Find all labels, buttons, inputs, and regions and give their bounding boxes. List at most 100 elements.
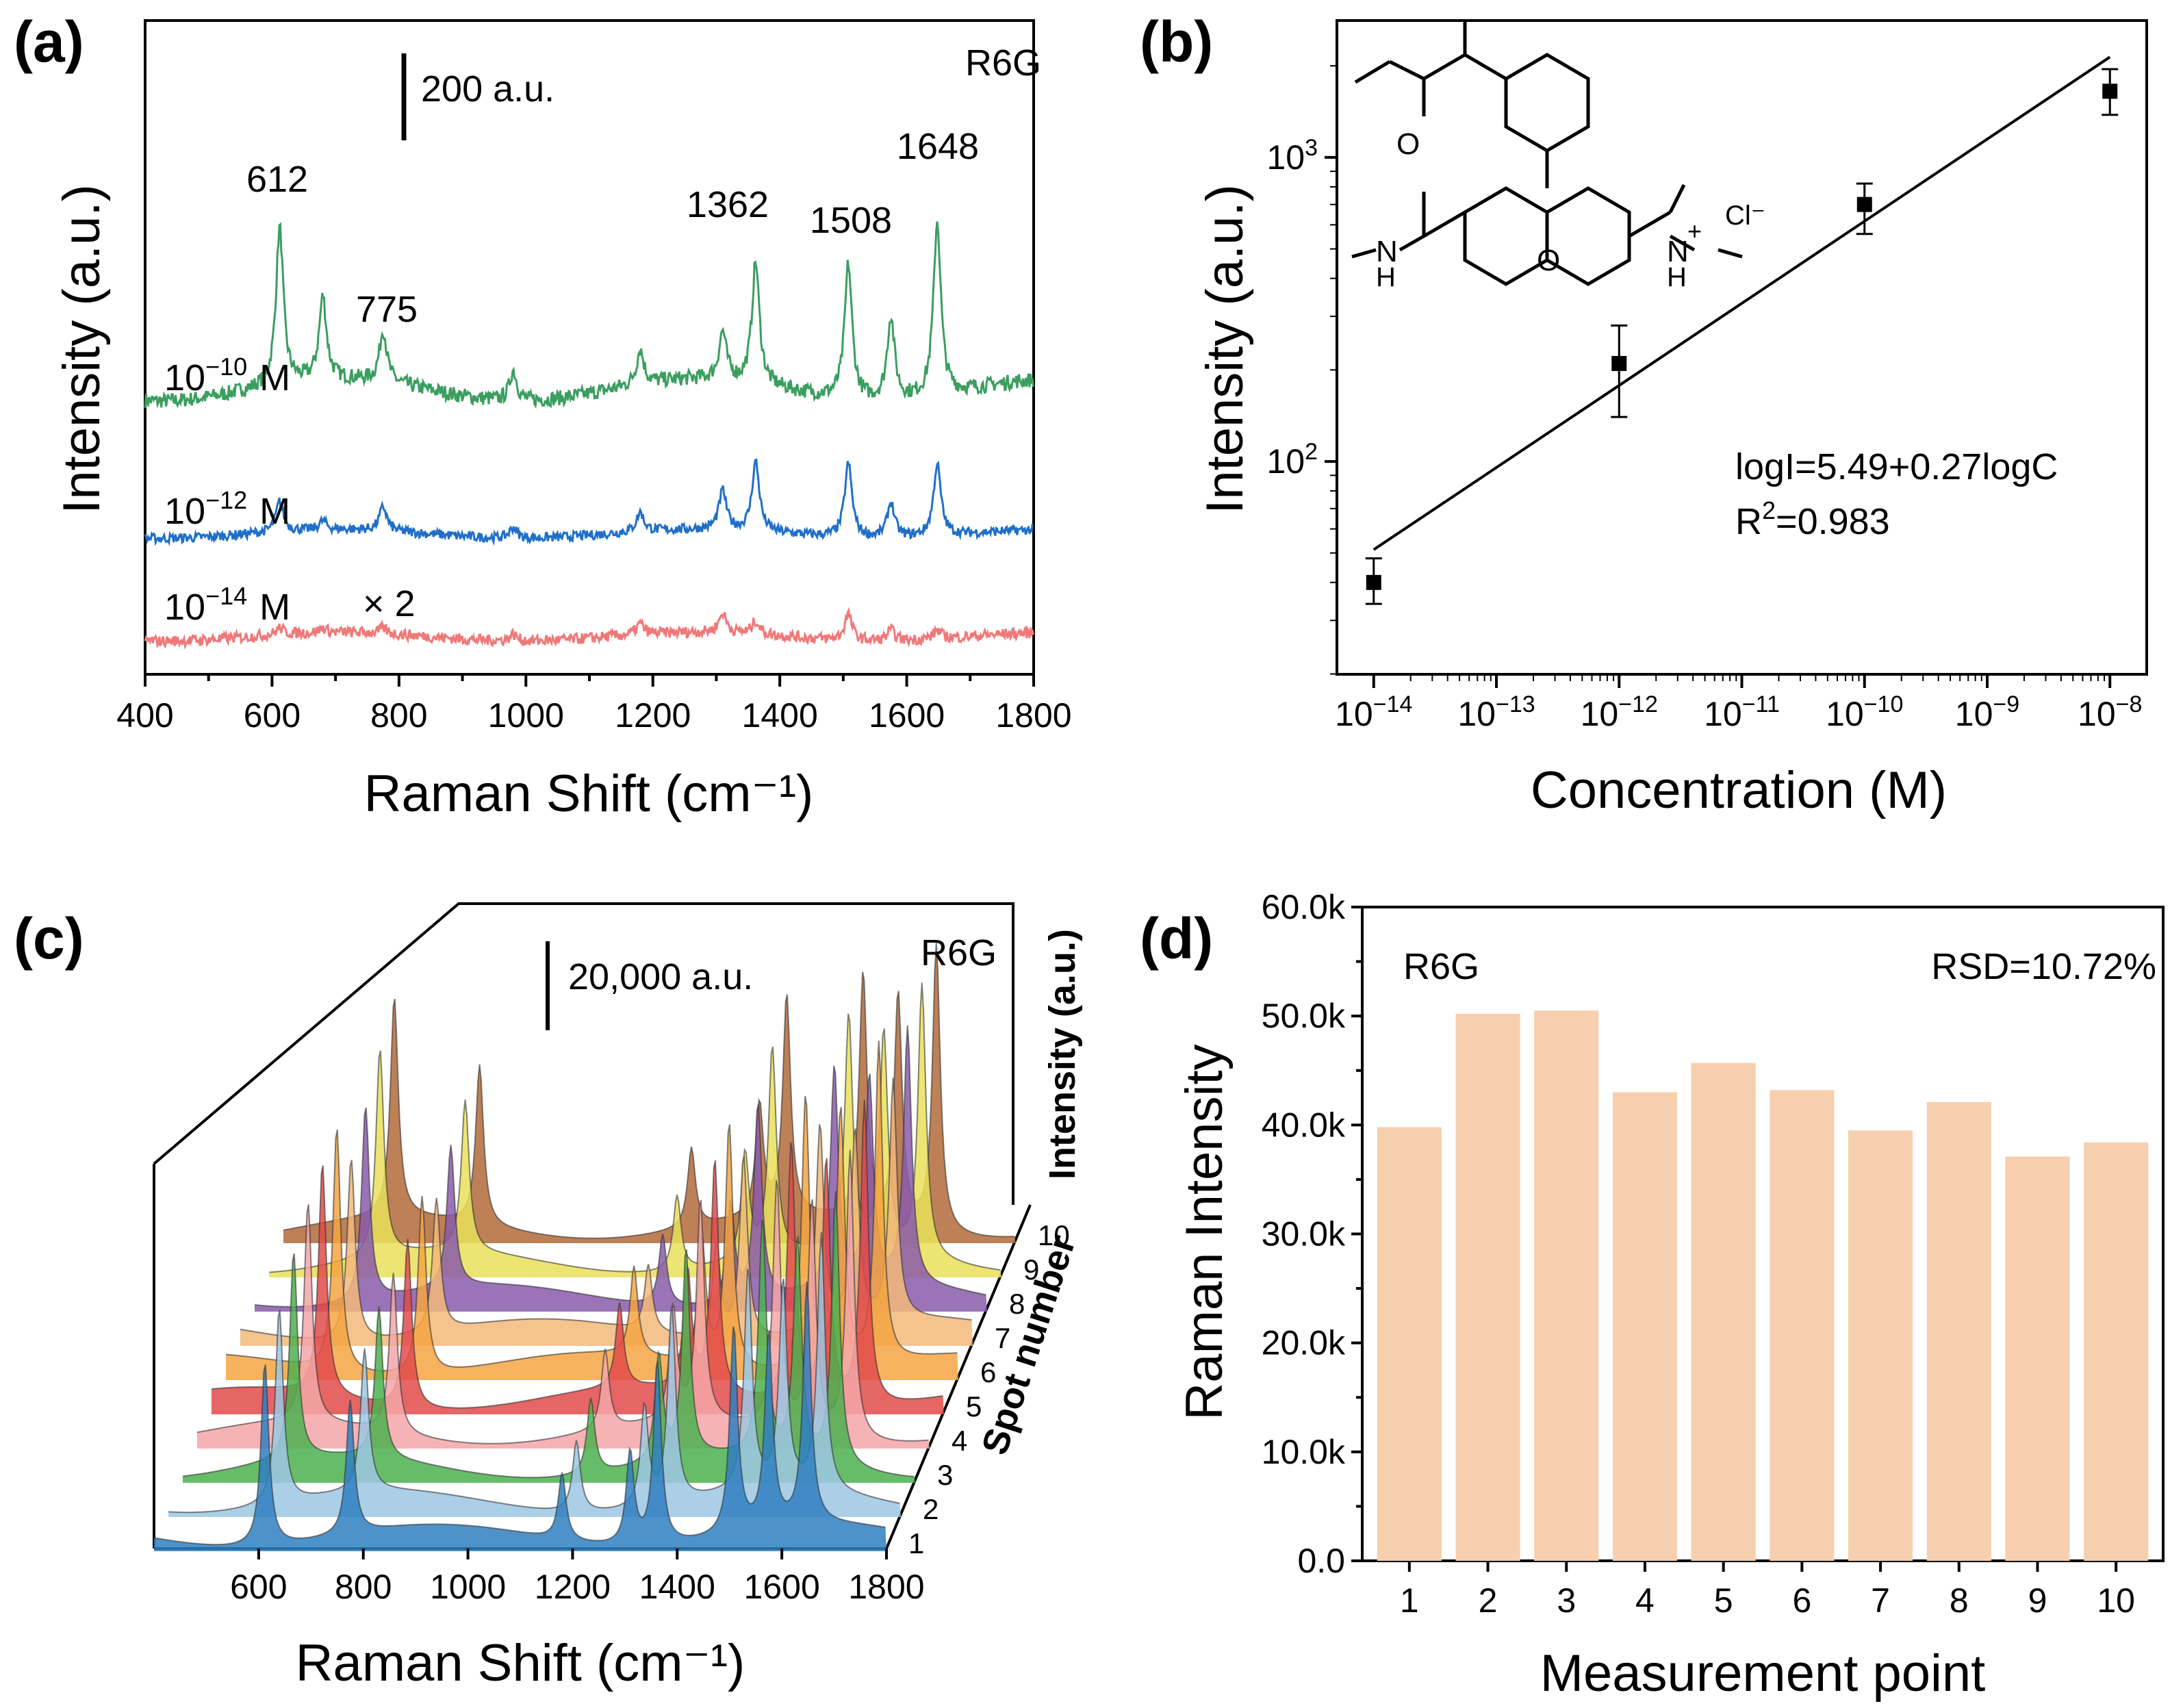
panel-b-ylabel: Intensity (a.u.) [1196, 184, 1254, 514]
molecule-bond [1399, 234, 1425, 252]
series-label-1e-12: 10−12 M [164, 486, 290, 532]
spectrum-fill-spot-6 [226, 1041, 958, 1380]
spectrum-fill-spot-4 [197, 1149, 930, 1449]
x-tick-label: 4 [1635, 1581, 1655, 1620]
bar-point-8 [1926, 1101, 1991, 1561]
bar-point-4 [1612, 1092, 1677, 1561]
molecule-bond [1354, 60, 1391, 84]
spectrum-fill-spot-7 [240, 1078, 973, 1346]
spectrum-fill-spot-1 [154, 1282, 886, 1551]
x-tick-label: 1600 [744, 1568, 820, 1606]
x-tick-label: 800 [370, 696, 427, 735]
molecule-bond [1422, 210, 1466, 238]
y-tick-label: 102 [1266, 439, 1318, 481]
panel-c-scale-bar-label: 20,000 a.u. [568, 956, 753, 997]
spectrum-fill-spot-3 [183, 1190, 915, 1483]
panel-c-back-frame [153, 902, 1014, 1205]
spot-tick-label: 4 [952, 1425, 967, 1457]
bar-point-9 [2005, 1156, 2070, 1561]
spectrum-1e-10 [144, 221, 1034, 409]
y-tick-label: 30.0k [1262, 1215, 1346, 1253]
bar-point-6 [1770, 1090, 1835, 1561]
panel-d: 1 2 3 4 5 6 7 8 9 10 0.0 10.0k 20.0k 30.0k 40.0k 50.0k 6… [1175, 888, 2165, 1703]
x-tick-label: 2 [1479, 1581, 1498, 1620]
panel-c-title: R6G [921, 932, 997, 973]
molecule-bond [1388, 60, 1425, 81]
peak-label-1362: 1362 [687, 184, 769, 225]
spectrum-line-spot-1 [153, 1282, 886, 1546]
spectrum-1e-12 [144, 458, 1034, 546]
molecule-bond [1628, 210, 1672, 238]
x-tick-label: 7 [1871, 1581, 1890, 1620]
panel-letter-a: (a) [14, 10, 84, 74]
x-tick-label: 10 [2097, 1581, 2135, 1620]
bar-point-5 [1691, 1062, 1756, 1561]
x-tick-label: 800 [335, 1568, 392, 1606]
molecule-atom-h-left: H [1376, 262, 1396, 292]
y-tick-label: 10.0k [1262, 1433, 1346, 1471]
molecule-atom-h-right: H [1667, 262, 1687, 292]
spectrum-fill-spot-9 [269, 982, 1001, 1277]
spot-tick-label: 2 [923, 1493, 939, 1525]
panel-b-xlabel: Concentration (M) [1531, 761, 1947, 819]
spot-tick-label: 9 [1023, 1253, 1039, 1286]
spot-tick-label: 6 [980, 1356, 996, 1388]
molecule-atom-o: O [1537, 244, 1560, 277]
panel-d-title: R6G [1403, 946, 1479, 987]
x-tick-label: 600 [230, 1568, 287, 1606]
data-point [1611, 355, 1627, 371]
spot-tick-label: 8 [1009, 1288, 1025, 1320]
x-tick-label: 10−8 [2078, 691, 2142, 733]
x-tick-label: 1400 [742, 696, 818, 735]
panel-c-zlabel: Intensity (a.u.) [1042, 929, 1083, 1180]
panel-c-xlabel: Raman Shift (cm⁻¹) [296, 1634, 745, 1692]
panel-d-xlabel: Measurement point [1540, 1644, 1986, 1703]
molecule-bond [1668, 183, 1686, 214]
molecule-charge: + [1687, 217, 1702, 245]
peak-label-775: 775 [356, 289, 418, 330]
molecule-atom-n-left: N [1376, 235, 1398, 268]
molecule-structure [1351, 21, 1743, 286]
bar-point-1 [1377, 1127, 1442, 1561]
spot-tick-label: 10 [1038, 1219, 1070, 1251]
x-tick-label: 400 [116, 696, 173, 735]
spectrum-1e-14 [144, 607, 1034, 650]
spectrum-fill-spot-8 [255, 1025, 987, 1312]
x-tick-label: 10−11 [1704, 691, 1780, 733]
spectrum-fill-spot-10 [283, 942, 1016, 1243]
x-tick-label: 1000 [430, 1568, 506, 1606]
data-point [2102, 84, 2118, 99]
panel-a-scale-bar-label: 200 a.u. [421, 68, 554, 110]
panel-letter-d: (d) [1140, 906, 1213, 971]
peak-label-612: 612 [246, 159, 308, 200]
data-point [1856, 196, 1872, 212]
peak-label-1648: 1648 [897, 126, 979, 167]
molecule-left-ring [1463, 186, 1549, 286]
spot-tick-label: 7 [995, 1322, 1010, 1354]
y-tick-label: 40.0k [1262, 1106, 1346, 1144]
panel-b-frame [1336, 19, 2148, 676]
x-tick-label: 1600 [869, 696, 945, 735]
x-tick-label: 1 [1400, 1581, 1419, 1620]
spectrum-line-spot-3 [182, 1190, 915, 1479]
panel-a-ylabel: Intensity (a.u.) [53, 184, 111, 514]
x-tick-label: 10−10 [1826, 691, 1903, 733]
x-tick-label: 3 [1557, 1581, 1576, 1620]
x-tick-label: 8 [1950, 1581, 1969, 1620]
molecule-bond [1351, 248, 1377, 259]
bar-point-2 [1455, 1013, 1520, 1561]
series-label-1e-10: 10−10 M [164, 353, 290, 398]
y-tick-label: 20.0k [1262, 1324, 1346, 1362]
x-tick-label: 5 [1714, 1581, 1733, 1620]
x-tick-label: 1200 [615, 696, 691, 735]
molecule-bond [1669, 234, 1696, 252]
panel-a-frame [144, 19, 1035, 676]
spot-tick-label: 1 [908, 1527, 924, 1559]
y-tick-label: 60.0k [1262, 888, 1346, 926]
molecule-benzene-ring [1504, 53, 1590, 153]
x-tick-label: 10−12 [1581, 691, 1658, 733]
panel-a-title: R6G [965, 42, 1041, 84]
panel-letter-c: (c) [14, 906, 84, 971]
